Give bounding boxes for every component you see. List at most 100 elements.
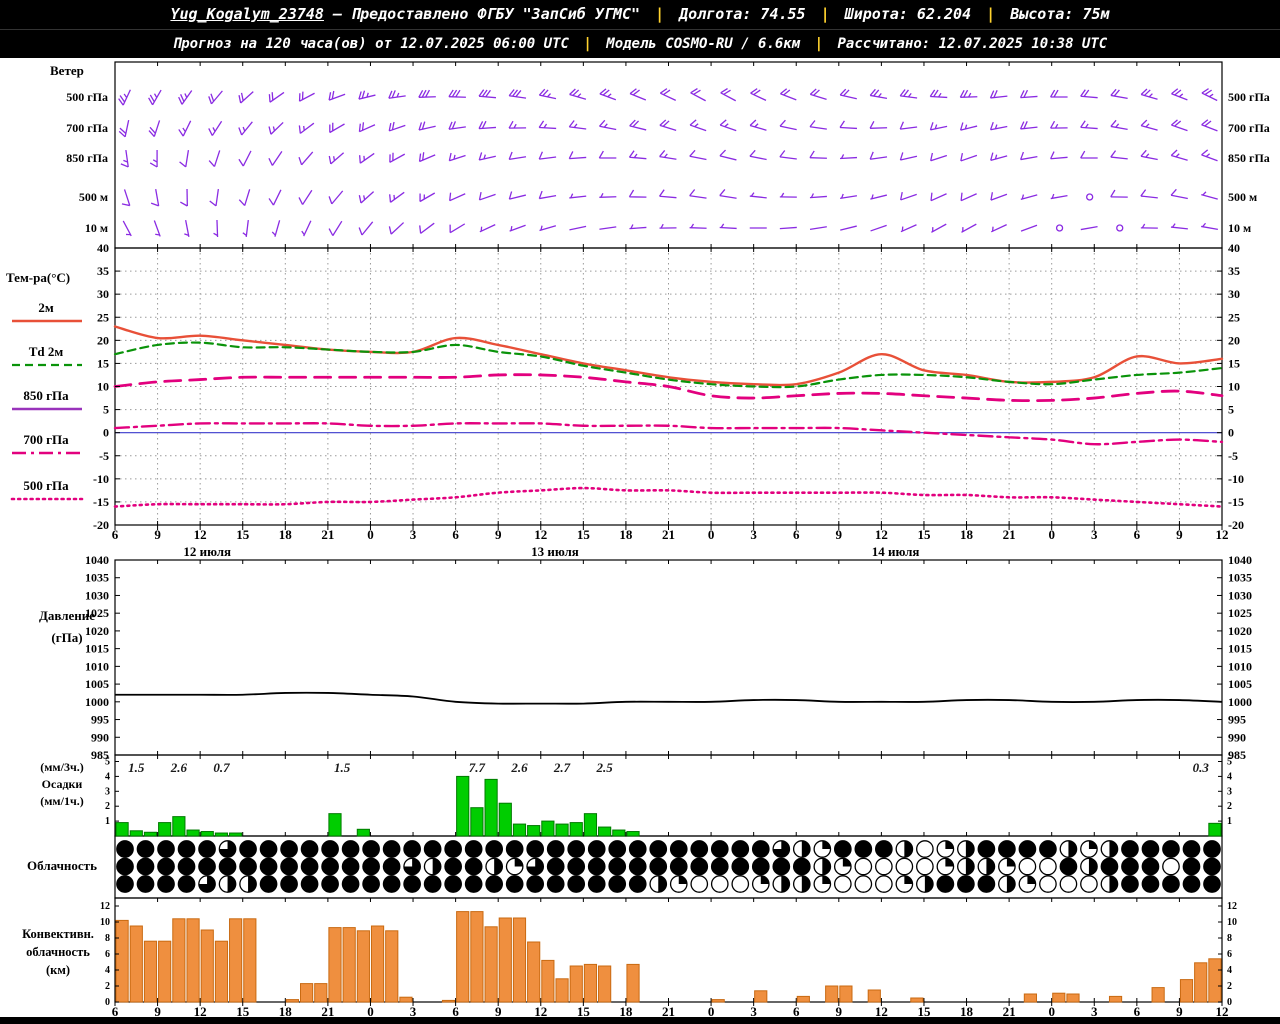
svg-text:18: 18 [619,527,633,542]
svg-text:6: 6 [452,1004,459,1019]
svg-text:9: 9 [1176,1004,1183,1019]
svg-text:0: 0 [367,1004,374,1019]
svg-text:10: 10 [100,917,110,928]
precip-1h-label: (мм/1ч.) [40,794,84,808]
svg-text:1: 1 [105,816,110,827]
svg-text:0: 0 [367,527,374,542]
precip-3h-label: (мм/3ч.) [40,760,84,774]
provider-text: Предоставлено ФГБУ "ЗапСиб УГМС" [351,5,641,23]
svg-text:2.6: 2.6 [510,760,528,775]
svg-text:5: 5 [103,403,109,417]
svg-text:30: 30 [1228,287,1240,301]
svg-text:5: 5 [1228,403,1234,417]
svg-text:18: 18 [960,527,974,542]
svg-text:9: 9 [836,1004,843,1019]
svg-text:12: 12 [100,901,110,912]
svg-text:18: 18 [960,1004,974,1019]
svg-text:500 м: 500 м [1228,190,1257,204]
svg-text:3: 3 [1091,1004,1098,1019]
svg-text:0.7: 0.7 [213,760,230,775]
station-name: Yug_Kogalym_23748 [170,5,324,23]
svg-text:1005: 1005 [85,677,109,691]
legend-line-500 [10,497,84,501]
calc-label: Рассчитано: [837,36,931,52]
svg-text:9: 9 [154,527,161,542]
convective-unit-label: (км) [45,963,71,977]
svg-text:10 м: 10 м [1228,221,1251,235]
svg-text:-20: -20 [93,518,109,532]
svg-text:15: 15 [577,527,591,542]
svg-text:1.5: 1.5 [128,760,145,775]
longitude-label: Долгота: [679,5,752,23]
svg-text:-5: -5 [1228,449,1238,463]
svg-text:700 гПа: 700 гПа [66,121,108,135]
svg-text:10: 10 [1228,380,1240,394]
legend-line-2m [12,319,82,323]
svg-text:1030: 1030 [1228,588,1252,602]
svg-text:40: 40 [1228,241,1240,255]
legend-line-850 [12,407,82,411]
svg-text:500 м: 500 м [79,190,108,204]
header-line-2: Прогноз на 120 часа(ов) от 12.07.2025 06… [0,29,1280,59]
svg-text:9: 9 [836,527,843,542]
svg-text:8: 8 [105,933,110,944]
svg-text:850 гПа: 850 гПа [66,151,108,165]
svg-text:21: 21 [321,527,334,542]
svg-text:35: 35 [97,264,109,278]
svg-text:0: 0 [103,426,109,440]
svg-text:12: 12 [1216,527,1229,542]
svg-text:15: 15 [917,527,931,542]
svg-text:0: 0 [1048,1004,1055,1019]
legend-label-2m: 2м [38,300,54,315]
svg-text:12: 12 [1216,1004,1229,1019]
temp-panel-label: Тем-ра(°C) [6,270,71,285]
convective-label-2: облачность [26,945,90,959]
svg-text:-5: -5 [99,449,109,463]
svg-text:985: 985 [91,748,109,762]
svg-text:850 гПа: 850 гПа [1228,151,1270,165]
svg-text:10: 10 [97,380,109,394]
legend-label-850: 850 гПа [23,388,69,403]
svg-text:1015: 1015 [1228,642,1252,656]
svg-text:6: 6 [793,527,800,542]
svg-text:1020: 1020 [85,624,109,638]
altitude-label: Высота: [1010,5,1074,23]
svg-text:15: 15 [97,356,109,370]
svg-text:3: 3 [750,1004,757,1019]
svg-text:6: 6 [112,1004,119,1019]
svg-text:9: 9 [495,1004,502,1019]
svg-text:14 июля: 14 июля [872,544,920,559]
svg-text:6: 6 [112,527,119,542]
svg-text:40: 40 [97,241,109,255]
svg-text:0: 0 [708,1004,715,1019]
svg-text:1040: 1040 [1228,553,1252,567]
bottom-bar [0,1017,1280,1024]
header-line-1: Yug_Kogalym_23748 — Предоставлено ФГБУ "… [0,0,1280,29]
svg-text:1030: 1030 [85,588,109,602]
svg-text:21: 21 [662,1004,675,1019]
svg-text:1000: 1000 [1228,695,1252,709]
svg-text:3: 3 [1227,786,1232,797]
svg-text:4: 4 [1227,771,1232,782]
svg-text:3: 3 [750,527,757,542]
svg-text:1040: 1040 [85,553,109,567]
svg-text:15: 15 [1228,356,1240,370]
svg-text:0: 0 [1228,426,1234,440]
svg-text:3: 3 [1091,527,1098,542]
svg-text:1010: 1010 [85,659,109,673]
svg-text:3: 3 [410,527,417,542]
svg-text:0.3: 0.3 [1193,760,1210,775]
svg-text:2: 2 [1227,981,1232,992]
svg-text:20: 20 [97,333,109,347]
svg-text:12: 12 [194,1004,207,1019]
svg-text:18: 18 [279,1004,293,1019]
legend-label-td2m: Td 2м [28,344,64,359]
header-bar: Yug_Kogalym_23748 — Предоставлено ФГБУ "… [0,0,1280,58]
pressure-unit-label: (гПа) [51,630,83,645]
svg-text:0: 0 [1227,997,1232,1008]
svg-text:1000: 1000 [85,695,109,709]
svg-text:10 м: 10 м [85,221,108,235]
svg-text:1020: 1020 [1228,624,1252,638]
